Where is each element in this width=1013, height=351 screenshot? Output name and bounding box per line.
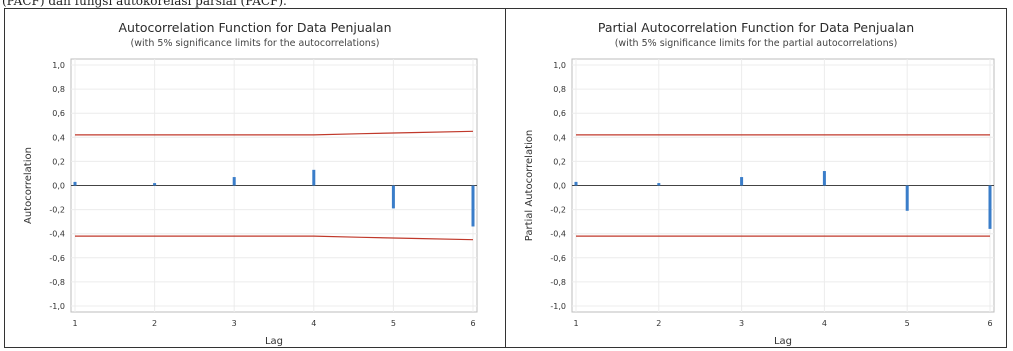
pacf-plot: 1,0 0,8 0,6 0,4 0,2 0,0 -0,2 -0,4 -0,6 -0,8 -1,0 1 2…	[524, 58, 995, 347]
y-tick-label: 1,0	[553, 61, 566, 70]
acf-chart-subtitle: (with 5% significance limits for the aut…	[130, 38, 380, 49]
y-tick-label: 0,8	[52, 85, 65, 94]
correlation-bar	[312, 169, 316, 186]
correlation-bar	[73, 181, 77, 186]
y-tick-label: 0,6	[553, 109, 566, 118]
y-tick-label: 0,2	[553, 157, 566, 166]
y-tick-label: -0,2	[550, 206, 566, 215]
correlation-bar	[657, 183, 661, 186]
x-axis-label: Lag	[265, 336, 283, 347]
correlation-bar	[988, 185, 992, 229]
x-tick-label: 3	[232, 319, 237, 328]
correlation-bar	[574, 181, 578, 186]
y-tick-label: -1,0	[550, 302, 566, 311]
y-axis-label: Partial Autocorrelation	[524, 130, 535, 241]
y-tick-label: 0,0	[553, 182, 566, 191]
lower-significance-limit	[75, 235, 474, 241]
x-axis-label: Lag	[774, 336, 792, 347]
pacf-chart-panel: Partial Autocorrelation Function for Dat…	[505, 8, 1007, 348]
x-tick-label: 3	[739, 319, 744, 328]
y-tick-label: 0,2	[52, 157, 65, 166]
correlation-bar	[822, 171, 826, 186]
correlation-bar	[153, 183, 157, 186]
top-text-snippet: (PACF) dan fungsi autokorelasi parsial (…	[2, 0, 287, 8]
upper-significance-limit	[75, 130, 474, 136]
y-tick-label: -0,6	[550, 254, 566, 263]
y-tick-label: -0,4	[550, 230, 566, 239]
y-tick-label: 1,0	[52, 61, 65, 70]
pacf-chart-title: Partial Autocorrelation Function for Dat…	[597, 20, 915, 35]
pacf-chart-subtitle: (with 5% significance limits for the par…	[614, 38, 898, 49]
correlation-bar	[471, 185, 475, 227]
x-tick-label: 6	[470, 319, 475, 328]
x-tick-label: 2	[656, 319, 661, 328]
y-tick-label: -0,6	[49, 254, 65, 263]
x-tick-label: 1	[72, 319, 77, 328]
y-tick-label: 0,4	[553, 133, 566, 142]
x-tick-label: 5	[905, 319, 910, 328]
y-tick-label: -1,0	[49, 302, 65, 311]
x-tick-label: 6	[987, 319, 992, 328]
y-tick-label: 0,0	[52, 182, 65, 191]
acf-chart-panel: Autocorrelation Function for Data Penjua…	[4, 8, 506, 348]
y-tick-label: -0,8	[49, 278, 65, 287]
x-tick-label: 4	[822, 319, 827, 328]
y-tick-label: 0,4	[52, 133, 65, 142]
y-tick-label: -0,2	[49, 206, 65, 215]
y-axis-label: Autocorrelation	[23, 147, 34, 224]
x-tick-label: 1	[573, 319, 578, 328]
x-tick-label: 2	[152, 319, 157, 328]
y-tick-label: -0,8	[550, 278, 566, 287]
correlation-bar	[905, 185, 909, 211]
acf-chart-title: Autocorrelation Function for Data Penjua…	[118, 20, 392, 35]
y-tick-label: -0,4	[49, 230, 65, 239]
correlation-bar	[391, 185, 395, 209]
y-tick-label: 0,6	[52, 109, 65, 118]
acf-plot: 1,0 0,8 0,6 0,4 0,2 0,0 -0,2 -0,4 -0,6 -0,8 -1,0 1 2…	[23, 58, 478, 347]
x-tick-label: 5	[391, 319, 396, 328]
x-tick-label: 4	[311, 319, 316, 328]
y-tick-label: 0,8	[553, 85, 566, 94]
correlation-bar	[232, 177, 236, 186]
correlation-bar	[740, 177, 744, 186]
